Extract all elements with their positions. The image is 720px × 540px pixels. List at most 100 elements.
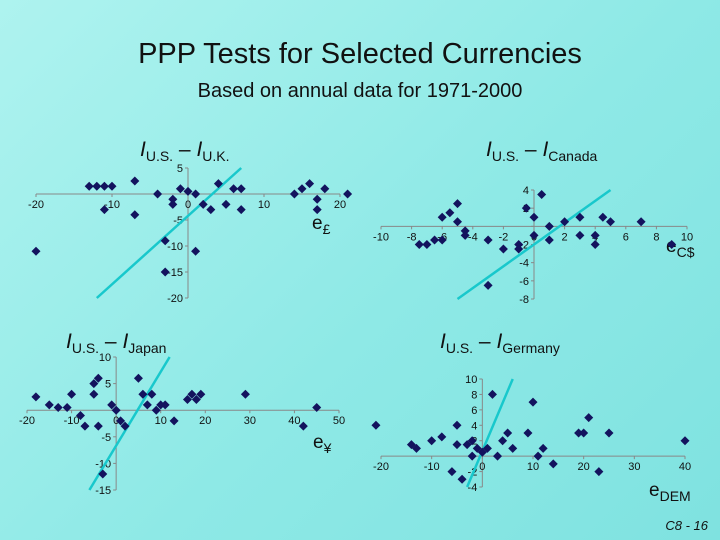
- data-point: [236, 184, 246, 194]
- data-point: [151, 405, 161, 415]
- data-point: [437, 212, 447, 222]
- data-point: [93, 373, 103, 383]
- y-tick-label: 8: [471, 389, 477, 401]
- data-point: [437, 432, 447, 442]
- y-tick-label: -20: [167, 293, 183, 305]
- x-var-label-japan: e¥: [313, 432, 332, 456]
- data-point: [503, 428, 513, 438]
- x-tick-label: -10: [373, 231, 389, 243]
- data-point: [343, 189, 353, 199]
- data-point: [312, 205, 322, 215]
- data-point: [467, 436, 477, 446]
- data-point: [107, 181, 117, 191]
- data-point: [44, 400, 54, 410]
- data-point: [560, 217, 570, 227]
- data-point: [80, 421, 90, 431]
- data-point: [206, 205, 216, 215]
- data-point: [183, 186, 193, 196]
- data-point: [482, 443, 492, 453]
- data-point: [99, 181, 109, 191]
- data-point: [221, 199, 231, 209]
- x-tick-label: -2: [499, 231, 509, 243]
- y-tick-label: 10: [99, 352, 111, 364]
- data-point: [138, 389, 148, 399]
- y-tick-label: -2: [519, 240, 529, 252]
- x-tick-label: 10: [258, 199, 270, 211]
- data-point: [53, 403, 63, 413]
- data-point: [31, 392, 41, 402]
- y-tick-label: -15: [95, 485, 111, 497]
- data-point: [411, 443, 421, 453]
- data-point: [487, 389, 497, 399]
- data-point: [523, 428, 533, 438]
- fit-line: [95, 167, 243, 299]
- x-tick-label: -20: [373, 461, 389, 473]
- data-point: [93, 421, 103, 431]
- fit-line: [465, 378, 514, 488]
- slide-title: PPP Tests for Selected Currencies: [138, 38, 582, 70]
- data-point: [594, 467, 604, 477]
- data-point: [298, 421, 308, 431]
- data-point: [544, 221, 554, 231]
- data-point: [606, 217, 615, 227]
- x-tick-label: -20: [28, 199, 44, 211]
- data-point: [498, 244, 508, 254]
- data-point: [142, 400, 152, 410]
- x-tick-label: 8: [653, 231, 659, 243]
- data-point: [452, 440, 462, 450]
- data-point: [160, 400, 170, 410]
- x-tick-label: -10: [104, 199, 120, 211]
- data-point: [320, 184, 330, 194]
- data-point: [297, 184, 307, 194]
- data-point: [521, 203, 531, 213]
- data-point: [191, 395, 201, 405]
- data-point: [240, 389, 250, 399]
- data-point: [196, 389, 206, 399]
- y-tick-label: -4: [468, 482, 478, 494]
- data-point: [147, 389, 157, 399]
- x-tick-label: 40: [679, 461, 691, 473]
- data-point: [457, 474, 467, 484]
- data-point: [453, 217, 462, 227]
- x-var-label-germany: eDEM: [649, 480, 691, 504]
- data-point: [414, 240, 424, 249]
- data-point: [182, 395, 192, 405]
- x-tick-label: -20: [19, 415, 35, 427]
- panel-label-germany: IU.S. – IGermany: [440, 330, 560, 356]
- data-point: [483, 280, 493, 290]
- data-point: [191, 189, 201, 199]
- data-point: [508, 443, 518, 453]
- x-tick-label: -8: [407, 231, 417, 243]
- y-tick-label: 10: [465, 374, 477, 386]
- slide-number: C8 - 16: [665, 518, 708, 533]
- data-point: [31, 246, 41, 256]
- y-tick-label: -15: [167, 267, 183, 279]
- x-tick-label: 30: [244, 415, 256, 427]
- data-point: [213, 179, 223, 189]
- data-point: [575, 230, 585, 240]
- data-point: [312, 403, 322, 413]
- data-point: [538, 443, 548, 453]
- data-point: [168, 199, 178, 209]
- data-point: [574, 428, 584, 438]
- data-point: [514, 240, 524, 249]
- data-point: [529, 230, 539, 240]
- x-tick-label: 50: [333, 415, 345, 427]
- data-point: [84, 181, 94, 191]
- data-point: [427, 436, 437, 446]
- x-tick-label: 0: [113, 415, 119, 427]
- panel-label-japan: IU.S. – IJapan: [66, 330, 167, 356]
- data-point: [107, 400, 117, 410]
- y-tick-label: -8: [519, 294, 529, 306]
- data-point: [133, 373, 143, 383]
- fit-line: [456, 188, 612, 301]
- panel-label-uk: IU.S. – IU.K.: [140, 138, 230, 164]
- data-point: [548, 459, 558, 469]
- data-point: [467, 451, 477, 461]
- data-point: [191, 246, 201, 256]
- data-point: [680, 436, 690, 446]
- x-tick-label: 10: [681, 231, 693, 243]
